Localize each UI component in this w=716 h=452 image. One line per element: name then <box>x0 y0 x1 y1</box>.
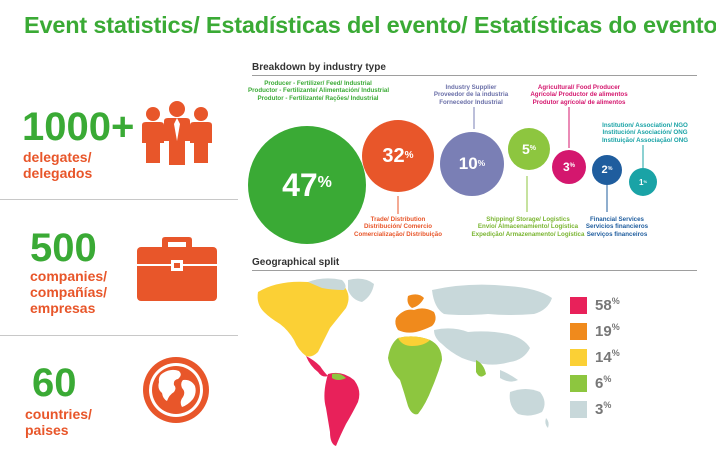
bubble-producer: 47% <box>248 126 366 244</box>
caption-line: Envío/ Almacenamiento/ Logística <box>477 223 579 231</box>
legend-item: 6% <box>570 374 670 392</box>
caption-line: Distribución/ Comercio <box>363 223 433 231</box>
caption-line: Produtor - Fertilizante/ Rações/ Industr… <box>257 94 379 102</box>
caption-line: Agricultural/ Food Producer <box>537 84 621 91</box>
companies-label: companies/ compañías/ empresas <box>30 268 107 316</box>
bubble-unit: % <box>643 179 647 185</box>
caption-line: Fornecedor Industrial <box>439 98 503 106</box>
bubble-unit: % <box>529 144 537 152</box>
legend-number: 3 <box>595 400 604 418</box>
caption-line: Proveedor de la industria <box>433 91 509 99</box>
bubble-trade: 32% <box>362 120 434 192</box>
legend-value: 3% <box>595 399 612 418</box>
legend-item: 19% <box>570 322 670 340</box>
bubble-value: 2 <box>601 164 608 176</box>
page-title: Event statistics/ Estadísticas del event… <box>24 12 716 38</box>
geo-title: Geographical split <box>252 257 340 268</box>
people-icon <box>142 101 212 165</box>
countries-number: 60 <box>32 361 77 405</box>
bubble-value: 3 <box>562 160 570 174</box>
legend-value: 19% <box>595 321 620 340</box>
bubble-unit: % <box>607 166 613 173</box>
legend-swatch <box>570 400 587 418</box>
legend-number: 58 <box>595 296 612 314</box>
legend-number: 19 <box>595 322 612 340</box>
delegates-label-line: delegados <box>23 165 93 181</box>
legend-unit: % <box>603 399 612 410</box>
countries-label: countries/ paises <box>25 406 92 438</box>
caption-line: Agrícola/ Productor de alimentos <box>530 91 628 99</box>
briefcase-icon <box>137 237 217 301</box>
companies-number: 500 <box>30 226 97 270</box>
legend-unit: % <box>611 347 620 358</box>
bubble-unit: % <box>317 174 332 192</box>
legend-swatch <box>570 296 587 314</box>
legend-number: 6 <box>595 374 604 392</box>
bubble-caption-trade: Trade/ Distribution Distribución/ Comerc… <box>348 216 448 238</box>
caption-line: Institution/ Association/ NGO <box>602 122 688 129</box>
bubble-value: 32 <box>382 144 405 167</box>
bubble-value: 10 <box>458 154 478 173</box>
legend-unit: % <box>603 373 612 384</box>
caption-line: Expedição/ Armazenamento/ Logística <box>471 230 585 238</box>
legend-value: 14% <box>595 347 620 366</box>
delegates-label: delegates/ delegados <box>23 149 92 181</box>
legend-unit: % <box>611 295 620 306</box>
caption-line: Servicios financieros <box>585 223 649 231</box>
bubble-agricultural: 3% <box>552 150 586 184</box>
caption-line: Institución/ Asociación/ ONG <box>602 129 688 137</box>
bubble-caption-supplier: Industry Supplier Proveedor de la indust… <box>416 84 526 106</box>
legend-unit: % <box>611 321 620 332</box>
bubble-supplier: 10% <box>440 132 504 196</box>
countries-label-line: paises <box>25 422 69 438</box>
bubble-unit: % <box>404 149 414 161</box>
bubble-institution: 1% <box>629 168 657 196</box>
legend-swatch <box>570 348 587 366</box>
delegates-label-line: delegates/ <box>23 149 92 165</box>
breakdown-rule <box>252 75 697 76</box>
legend-swatch <box>570 374 587 392</box>
caption-line: Comercialização/ Distribuição <box>353 230 443 238</box>
bubble-caption-agricultural: Agricultural/ Food Producer Agrícola/ Pr… <box>524 84 634 106</box>
caption-line: Shipping/ Storage/ Logistics <box>486 216 570 223</box>
bubble-unit: % <box>569 163 576 170</box>
caption-line: Produtor agrícola/ de alimentos <box>532 98 626 106</box>
bubble-caption-producer: Producer - Fertilizer/ Feed/ Industrial … <box>248 80 390 102</box>
caption-line: Financial Services <box>590 216 644 223</box>
bubble-unit: % <box>477 158 486 169</box>
companies-label-line: compañías/ <box>30 284 108 300</box>
bubble-value: 1 <box>638 177 644 187</box>
bubble-value: 47 <box>282 166 318 203</box>
bubble-caption-financial: Financial Services Servicios financieros… <box>578 216 656 238</box>
legend-swatch <box>570 322 587 340</box>
legend-item: 3% <box>570 400 670 418</box>
caption-line: Productor - Fertilizante/ Alimentación/ … <box>248 87 390 95</box>
legend-value: 58% <box>595 295 620 314</box>
globe-icon <box>143 357 209 423</box>
legend-number: 14 <box>595 348 612 366</box>
caption-line: Serviços financeiros <box>586 230 648 238</box>
legend-item: 58% <box>570 296 670 314</box>
bubble-shipping: 5% <box>508 128 550 170</box>
caption-line: Trade/ Distribution <box>370 216 426 223</box>
companies-label-line: empresas <box>30 300 96 316</box>
delegates-number: 1000+ <box>22 105 135 149</box>
divider <box>0 335 238 336</box>
geo-rule <box>252 270 697 271</box>
breakdown-title: Breakdown by industry type <box>252 62 386 73</box>
countries-label-line: countries/ <box>25 406 92 422</box>
caption-line: Industry Supplier <box>445 84 497 91</box>
bubble-value: 5 <box>521 141 530 157</box>
legend-item: 14% <box>570 348 670 366</box>
bubble-caption-shipping: Shipping/ Storage/ Logistics Envío/ Alma… <box>468 216 588 238</box>
companies-label-line: companies/ <box>30 268 108 284</box>
caption-line: Instituição/ Associação/ ONG <box>601 136 689 144</box>
caption-line: Producer - Fertilizer/ Feed/ Industrial <box>264 80 372 87</box>
world-map <box>257 278 552 446</box>
bubble-caption-institution: Institution/ Association/ NGO Institució… <box>595 122 695 144</box>
legend-value: 6% <box>595 373 612 392</box>
bubble-financial: 2% <box>592 155 622 185</box>
divider <box>0 199 238 200</box>
